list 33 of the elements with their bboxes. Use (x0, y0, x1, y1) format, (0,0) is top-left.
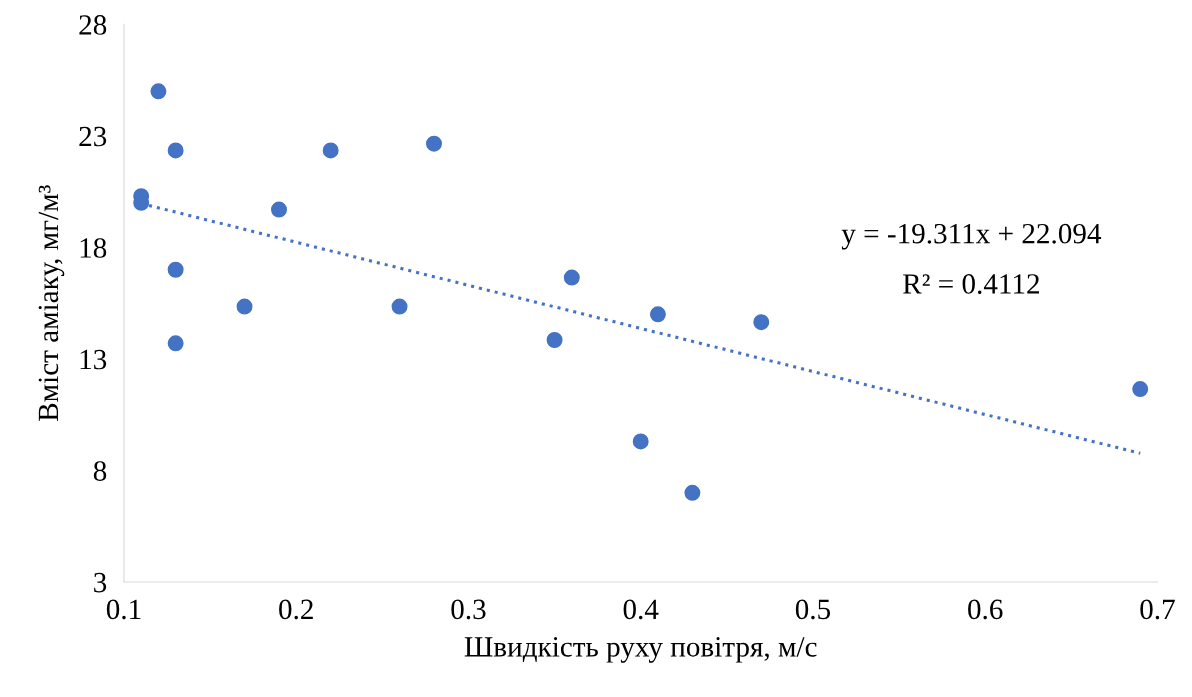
y-axis-title: Вміст аміаку, мг/м³ (38, 185, 65, 421)
y-tick-label: 28 (79, 15, 107, 35)
point (322, 142, 339, 159)
point (426, 135, 442, 152)
point (150, 83, 167, 100)
point (563, 269, 580, 286)
x-tick-label: 0.1 (106, 599, 141, 620)
point (684, 484, 701, 501)
point (271, 201, 287, 218)
point (167, 335, 184, 352)
x-tick-label: 0.4 (623, 599, 659, 620)
x-axis-title: Швидкість руху повітря, м/с (464, 637, 817, 663)
point (391, 298, 408, 315)
y-tick-label: 23 (79, 126, 107, 147)
point (167, 261, 184, 278)
x-tick-label: 0.7 (1140, 599, 1175, 620)
point (649, 306, 666, 323)
x-tick-label: 0.5 (795, 599, 831, 620)
x-tick-label: 0.3 (451, 599, 486, 620)
y-tick-label: 8 (93, 461, 107, 481)
y-tick-label: 18 (80, 238, 107, 258)
annotation: R² = 0.4112 (903, 274, 1039, 294)
point (1132, 381, 1149, 398)
x-tick-label: 0.6 (968, 599, 1003, 620)
point (632, 433, 649, 450)
y-tick-label: 13 (80, 349, 107, 370)
point (236, 298, 253, 315)
point (753, 314, 770, 331)
annotation: y = -19.311x + 22.094 (841, 223, 1102, 250)
point (546, 332, 563, 348)
point (167, 142, 184, 159)
y-tick-label: 3 (94, 572, 107, 593)
x-tick-label: 0.2 (279, 599, 313, 620)
